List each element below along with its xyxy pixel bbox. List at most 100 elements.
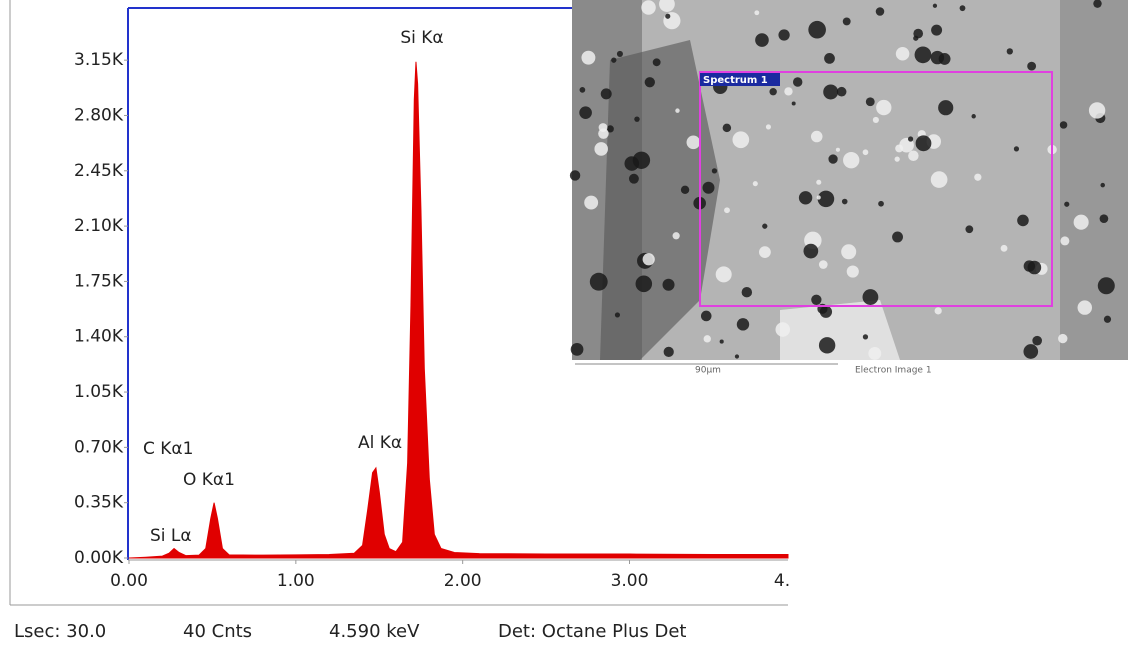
sem-particle [1077,300,1093,315]
sem-particle [1100,182,1105,188]
sem-particle [598,123,608,132]
y-tick-label: 0.00K [74,548,124,568]
y-tick-label: 2.80K [74,105,124,125]
sem-particle [641,0,656,15]
sem-particle [644,77,655,88]
sem-particle [665,13,671,19]
sem-particle [736,318,750,331]
sem-particle [974,173,982,181]
sem-particle [675,108,680,113]
sem-particle [570,343,584,356]
x-tick-label: 1.00 [277,571,315,591]
sem-particle [752,181,758,187]
sem-particle [817,190,835,208]
sem-particle [959,5,966,12]
sem-particle [784,87,793,96]
sem-particle [824,53,835,64]
sem-particle [663,346,674,358]
sem-particle [872,116,879,124]
sem-particle [662,278,675,291]
y-tick-label: 1.40K [74,327,124,347]
sem-particle [600,88,612,100]
sem-particle [1059,121,1068,129]
sem-particle [823,84,839,100]
sem-particle [930,171,948,188]
sem-particle [634,116,640,122]
sem-particle [1027,260,1042,275]
sem-particle [775,322,791,337]
sem-particle [835,147,840,152]
y-tick-label: 2.10K [74,216,124,236]
y-tick-label: 0.35K [74,493,124,513]
sem-particle [778,29,790,41]
sem-particle [569,170,581,181]
sem-particle [1023,344,1039,359]
sem-particle [616,50,623,57]
sem-particle [931,24,943,36]
scale-label: 90µm [695,366,721,376]
sem-particle [1000,244,1008,252]
sem-particle [584,195,599,210]
sem-particle [878,200,884,207]
sem-particle [659,0,675,12]
image-name: Electron Image 1 [855,366,932,376]
sem-particle [672,232,680,240]
sem-particle [734,354,740,359]
sem-particle [769,88,777,96]
sem-particle [791,101,796,106]
spectrum-label: Spectrum 1 [703,75,768,86]
y-tick-label: 0.70K [74,437,124,457]
sem-particle [741,286,753,298]
sem-particle [907,136,914,142]
sem-particle [765,124,771,130]
footer-text: Det: Octane Plus Det [498,621,687,642]
y-tick-label: 3.15K [74,50,124,70]
sem-particle [875,7,885,16]
x-tick-label: 4. [774,571,790,591]
sem-particle [803,243,819,259]
sem-particle [810,130,823,143]
peak-annotation: Si Lα [150,526,192,546]
sem-particle [1093,0,1102,8]
sem-particle [895,46,910,61]
sem-particle [930,50,945,65]
sem-particle [818,260,828,269]
sem-particle [762,223,768,229]
sem-particle [818,337,836,354]
sem-particle [808,20,826,39]
sem-particle [915,135,932,152]
sem-particle [792,77,803,87]
sem-particle [934,307,942,315]
sem-particle [1060,236,1070,246]
footer-text: 4.590 keV [329,621,420,642]
sem-region [1060,0,1128,360]
sem-particle [724,207,730,214]
sem-particle [635,275,653,293]
sem-particle [843,152,860,169]
sem-particle [686,135,701,150]
sem-particle [1103,315,1112,323]
sem-particle [719,339,724,344]
footer-text: 40 Cnts [183,621,252,642]
sem-particle [594,142,608,156]
sem-particle [589,272,608,291]
sem-particle [811,294,822,305]
sem-particle [1073,214,1089,230]
spectrum-tag [700,73,780,86]
y-tick-label: 1.75K [74,271,124,291]
sem-particle [938,100,954,116]
x-tick-label: 2.00 [444,571,482,591]
sem-particle [1088,102,1106,119]
sem-particle [836,86,847,97]
sem-particle [842,17,851,26]
sem-particle [1032,335,1042,346]
sem-particle [932,3,938,8]
sem-particle [971,114,976,119]
sem-particle [841,244,857,260]
peak-annotation: C Kα1 [143,439,193,459]
spectrum-box [699,71,1053,307]
sem-region [600,40,720,360]
sem-particle [846,265,859,278]
sem-particle [700,310,712,322]
